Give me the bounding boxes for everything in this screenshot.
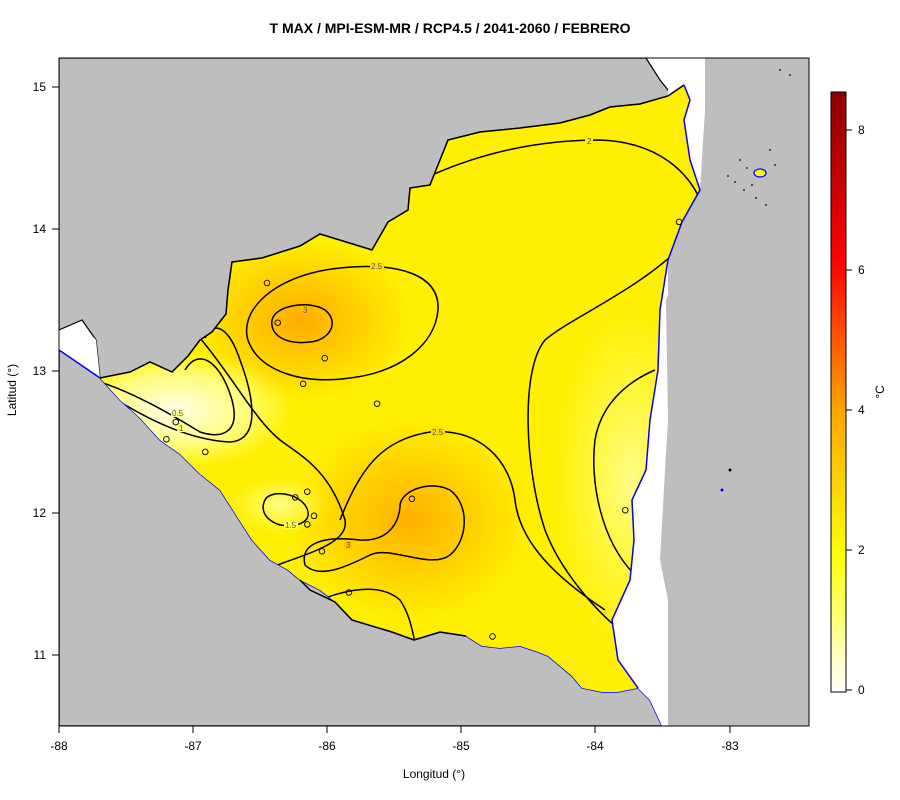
- x-tick: -88: [50, 726, 68, 753]
- x-tick-label: -86: [318, 739, 336, 753]
- y-tick: 11: [34, 648, 59, 662]
- x-axis-label: Longitud (°): [402, 767, 466, 781]
- x-tick-label: -83: [721, 739, 739, 753]
- y-tick-label: 12: [33, 506, 47, 520]
- station-marker: [675, 218, 683, 226]
- y-tick: 15: [33, 80, 59, 94]
- x-tick-label: -87: [184, 739, 202, 753]
- legend-tick: 8: [846, 123, 865, 137]
- station-marker: [172, 418, 180, 426]
- contour-label: 2.5: [432, 428, 444, 437]
- south-border: [299, 579, 467, 641]
- y-tick-label: 11: [34, 648, 47, 662]
- legend-tick: 2: [846, 543, 865, 557]
- x-tick-label: -84: [586, 739, 604, 753]
- station-marker: [263, 279, 271, 287]
- x-axis: -88 -87 -86 -85 -84 -83: [50, 725, 739, 753]
- y-tick-label: 15: [33, 80, 47, 94]
- station-marker: [373, 400, 381, 407]
- legend-tick: 6: [846, 263, 865, 277]
- legend-tick-label: 0: [858, 683, 865, 697]
- station-marker: [310, 512, 318, 520]
- contour-label: 2: [587, 137, 592, 146]
- contour-label: 3: [303, 306, 308, 315]
- station-marker: [622, 506, 629, 514]
- station-marker: [163, 435, 170, 443]
- x-tick: -84: [586, 726, 604, 753]
- legend-tick-label: 2: [858, 543, 865, 557]
- x-tick: -87: [184, 726, 202, 753]
- x-tick: -85: [452, 726, 470, 753]
- legend-color-bar: [830, 91, 847, 693]
- station-marker: [304, 521, 311, 528]
- map-panel: 0.5 1 1.5 2 2.5 3 3 2.5 3 2: [59, 58, 809, 726]
- legend-tick: 4: [846, 403, 865, 417]
- station-marker: [345, 589, 353, 596]
- contour-label: 0.5: [172, 409, 184, 418]
- north-border: [99, 84, 685, 379]
- color-legend: 0 2 4 6 8 °C: [830, 91, 887, 697]
- contour-label: 1.5: [285, 521, 297, 530]
- y-tick: 14: [33, 222, 59, 236]
- x-tick: -86: [318, 726, 336, 753]
- station-marker: [274, 319, 281, 326]
- station-marker: [318, 548, 326, 555]
- legend-tick: 0: [846, 683, 865, 697]
- contour-label: 1: [179, 424, 184, 433]
- caribbean-coast: [611, 84, 701, 689]
- legend-tick-label: 8: [858, 123, 865, 137]
- map-title: T MAX / MPI-ESM-MR / RCP4.5 / 2041-2060 …: [269, 20, 631, 36]
- y-tick-label: 13: [33, 364, 47, 378]
- station-marker: [489, 633, 496, 640]
- station-group: [163, 218, 683, 640]
- legend-tick-label: 6: [858, 263, 865, 277]
- y-tick: 12: [33, 506, 59, 520]
- legend-tick-label: 4: [858, 403, 865, 417]
- contour-label: 2.5: [371, 262, 383, 271]
- station-marker: [304, 488, 311, 495]
- station-marker: [299, 380, 307, 388]
- contour-lines: [100, 139, 700, 643]
- contour-label: 3: [346, 541, 351, 550]
- contour-label-group: 0.5 1 1.5 2 2.5 3 3 2.5 3 2: [171, 137, 593, 550]
- x-tick: -83: [721, 726, 739, 753]
- station-marker: [321, 354, 328, 362]
- station-marker: [202, 448, 209, 456]
- y-axis: 11 12 13 14 15: [33, 80, 60, 662]
- x-tick-label: -88: [50, 739, 68, 753]
- station-marker: [408, 495, 416, 503]
- legend-unit-label: °C: [873, 385, 887, 399]
- x-tick-label: -85: [452, 739, 470, 753]
- y-tick-label: 14: [33, 222, 47, 236]
- station-marker: [291, 494, 299, 501]
- y-tick: 13: [33, 364, 59, 378]
